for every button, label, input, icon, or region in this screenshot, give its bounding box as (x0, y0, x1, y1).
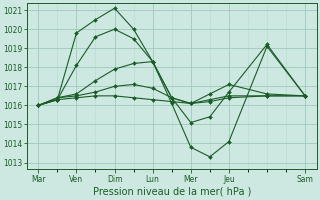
X-axis label: Pression niveau de la mer( hPa ): Pression niveau de la mer( hPa ) (92, 187, 251, 197)
